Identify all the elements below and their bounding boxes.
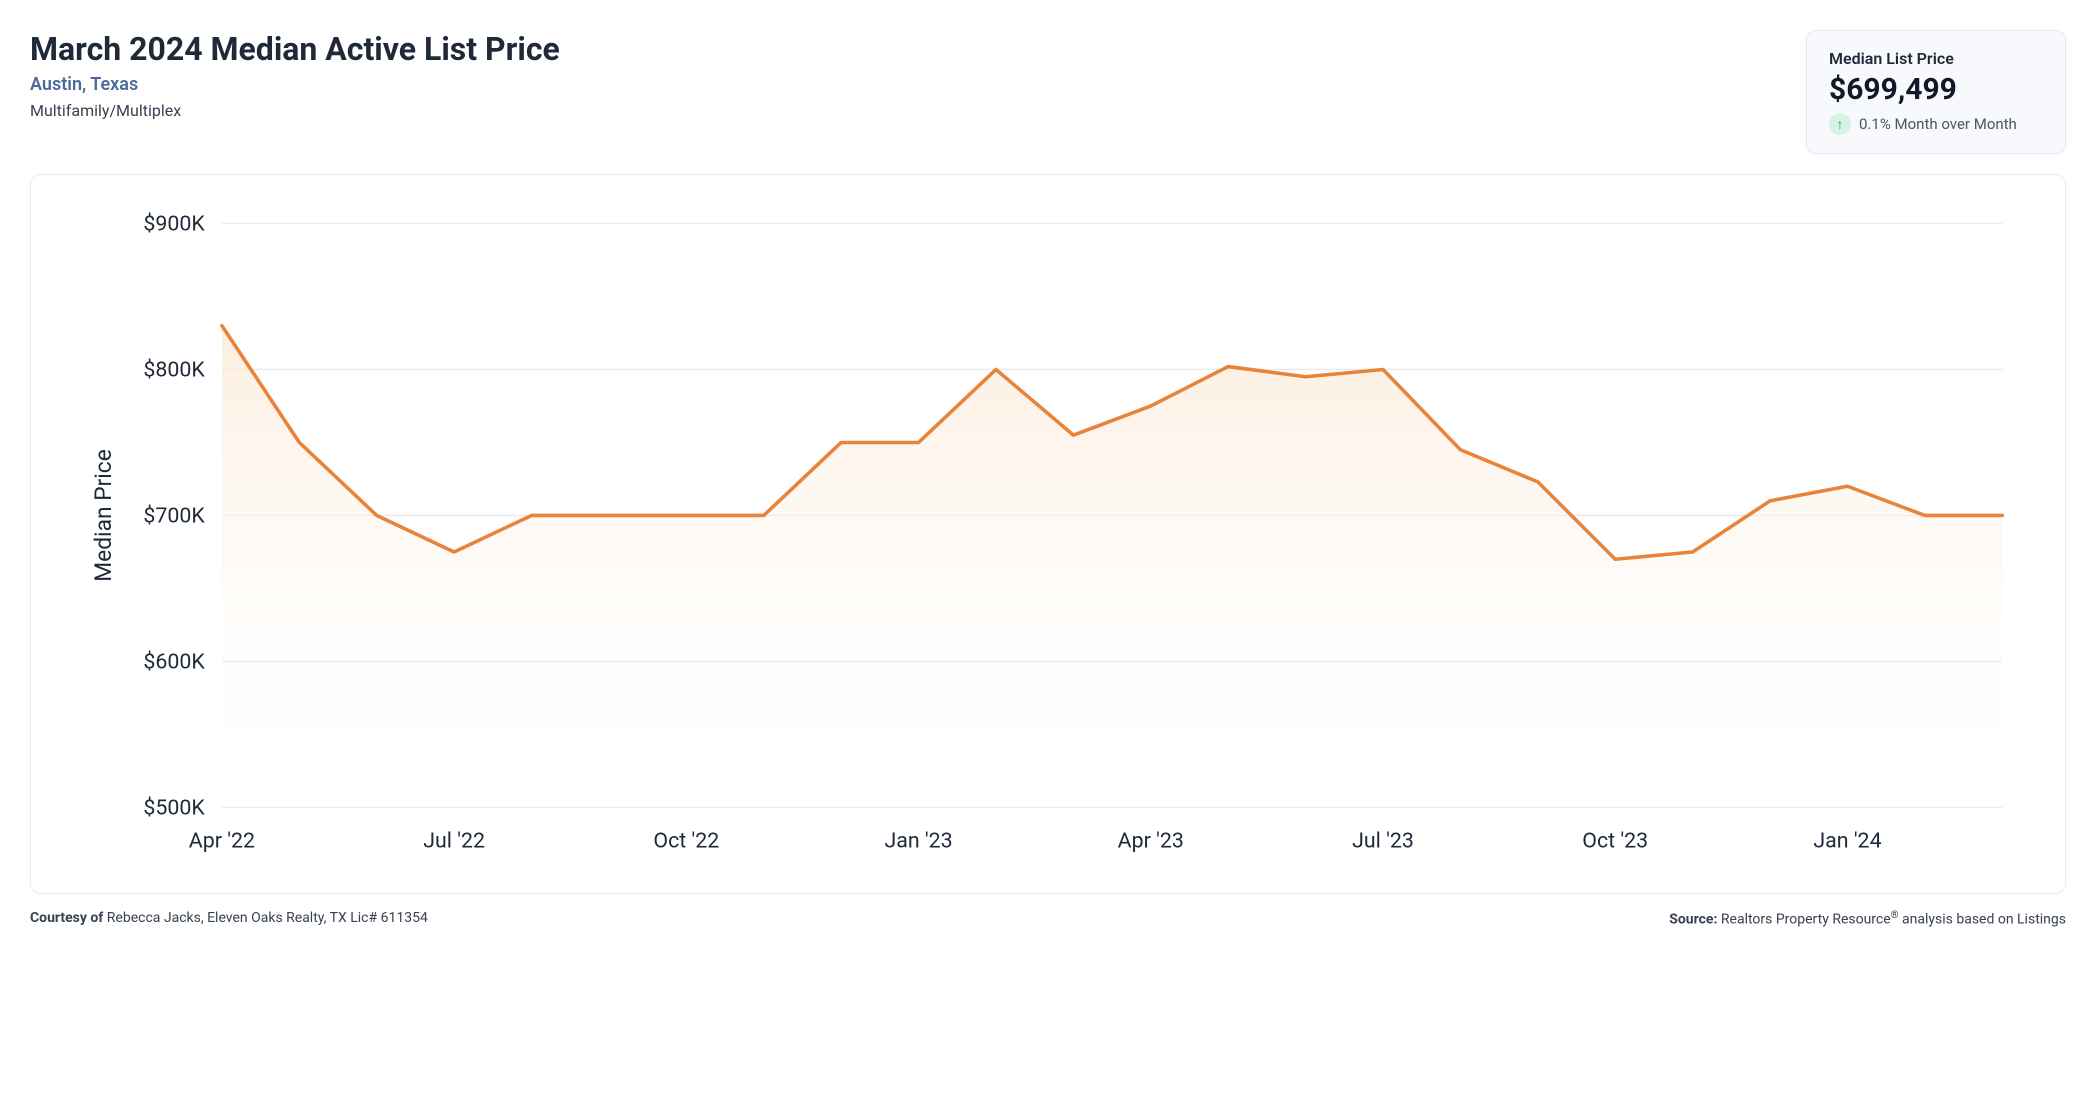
y-tick-label: $900K <box>143 212 205 237</box>
y-tick-label: $700K <box>143 504 205 529</box>
location-subtitle: Austin, Texas <box>30 74 560 95</box>
x-tick-label: Oct '22 <box>653 828 719 853</box>
courtesy-text: Courtesy of Rebecca Jacks, Eleven Oaks R… <box>30 910 428 928</box>
title-block: March 2024 Median Active List Price Aust… <box>30 30 560 120</box>
median-price-chart: $500K $600K $700K $800K $900K Apr '22 Jul '22 O… <box>51 195 2045 879</box>
x-tick-label: Oct '23 <box>1582 828 1648 853</box>
x-tick-label: Apr '22 <box>189 828 255 853</box>
stat-value: $699,499 <box>1829 72 2043 107</box>
x-tick-label: Jul '23 <box>1352 828 1414 853</box>
header-row: March 2024 Median Active List Price Aust… <box>30 30 2066 154</box>
y-tick-label: $500K <box>143 796 205 821</box>
courtesy-label: Courtesy of <box>30 910 103 926</box>
x-tick-label: Jul '22 <box>423 828 485 853</box>
stat-change: ↑ 0.1% Month over Month <box>1829 113 2043 135</box>
x-tick-label: Jan '24 <box>1813 828 1881 853</box>
arrow-up-icon: ↑ <box>1829 113 1851 135</box>
property-type: Multifamily/Multiplex <box>30 101 560 120</box>
source-value-2: analysis based on Listings <box>1899 911 2066 927</box>
y-tick-label: $600K <box>143 650 205 675</box>
registered-mark: ® <box>1891 910 1899 921</box>
source-label: Source: <box>1669 911 1717 927</box>
chart-container: $500K $600K $700K $800K $900K Apr '22 Jul '22 O… <box>30 174 2066 894</box>
y-tick-label: $800K <box>143 358 205 383</box>
stat-card: Median List Price $699,499 ↑ 0.1% Month … <box>1806 30 2066 154</box>
footer-row: Courtesy of Rebecca Jacks, Eleven Oaks R… <box>30 910 2066 928</box>
courtesy-value: Rebecca Jacks, Eleven Oaks Realty, TX Li… <box>103 910 428 926</box>
stat-label: Median List Price <box>1829 49 2043 68</box>
page-title: March 2024 Median Active List Price <box>30 30 560 68</box>
x-tick-label: Apr '23 <box>1118 828 1184 853</box>
source-text: Source: Realtors Property Resource® anal… <box>1669 910 2066 928</box>
y-axis-title: Median Price <box>90 449 117 582</box>
area-fill <box>222 326 2002 808</box>
source-value-1: Realtors Property Resource <box>1717 911 1890 927</box>
stat-change-text: 0.1% Month over Month <box>1859 115 2017 133</box>
x-tick-label: Jan '23 <box>884 828 952 853</box>
